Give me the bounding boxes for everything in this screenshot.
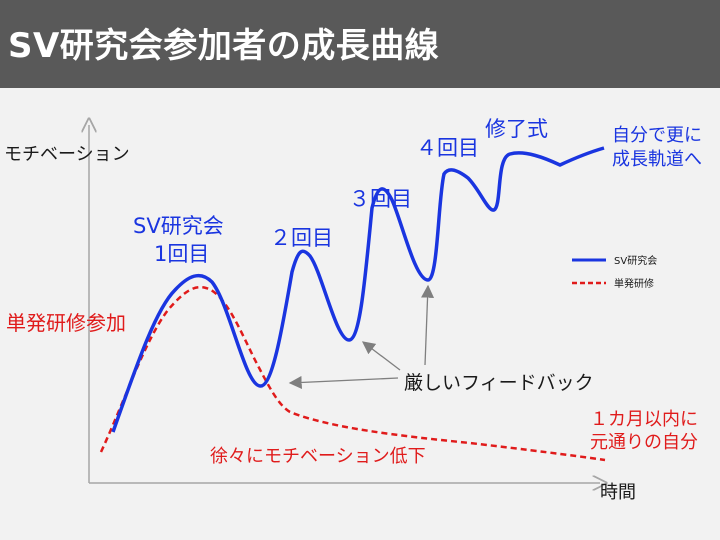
label-round1-line1: SV研究会 [133,214,224,238]
feedback-arrow-3 [421,284,435,366]
y-axis-label: モチベーション [4,144,130,165]
label-growth-line1: 自分で更に [612,125,702,146]
feedback-arrow-1 [288,375,399,389]
label-round2: ２回目 [270,226,333,250]
label-feedback: 厳しいフィードバック [404,372,594,394]
label-graduation: 修了式 [485,117,548,141]
label-decline: 徐々にモチベーション低下 [210,446,426,467]
label-growth-line2: 成長軌道へ [612,149,702,170]
single-training-curve [99,286,606,462]
x-axis-label: 時間 [600,482,636,503]
label-reset-line2: 元通りの自分 [590,432,698,453]
label-round3: ３回目 [349,187,412,211]
slide-title: SV研究会参加者の成長曲線 [8,26,440,66]
sv-curve [111,146,605,433]
label-round4: ４回目 [416,136,479,160]
feedback-arrow-2 [361,341,401,371]
legend-sv-label: SV研究会 [614,254,657,267]
label-single-join: 単発研修参加 [6,311,126,335]
title-bar: SV研究会参加者の成長曲線 [0,0,720,88]
label-round1-line2: 1回目 [154,242,209,266]
label-reset-line1: １カ月以内に [590,409,698,430]
legend-single-label: 単発研修 [614,277,654,290]
